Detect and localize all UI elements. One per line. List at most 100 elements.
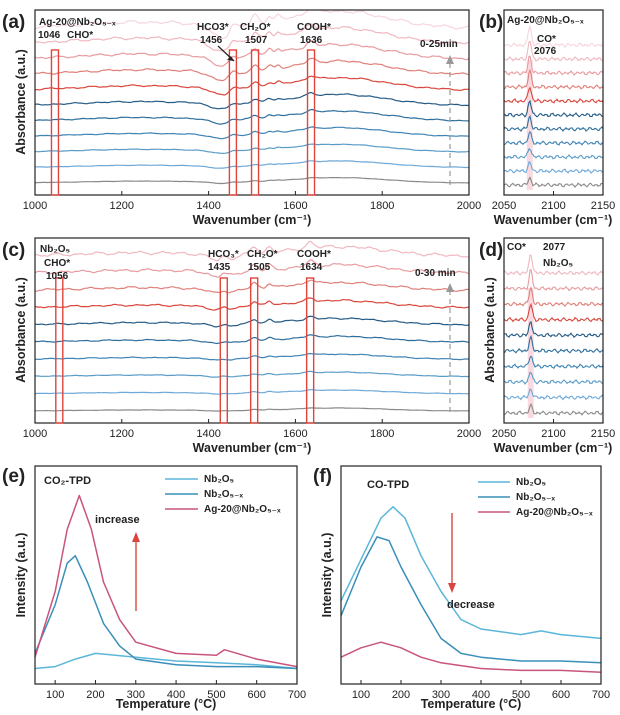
panel-d-co-label: CO* [507,242,526,253]
spectrum-line [35,279,469,294]
spectrum-line [504,176,603,189]
panel-e: 100 200 300 400 500 600 700 (e) CO₂-TPD increa… [2,465,306,711]
tpd-series-line [34,652,298,670]
x-tick-label: 2150 [591,200,615,212]
band-highlight-box [55,277,64,424]
panel-e-label: (e) [2,466,25,487]
x-tick-label: 700 [592,689,610,701]
x-tick-label: 1000 [23,428,47,440]
panel-c-hco3-wavenumber: 1435 [208,262,231,273]
spectrum-line [35,389,469,395]
spectrum-line [35,315,469,328]
panel-a-ch2o-wavenumber: 1507 [245,35,268,46]
panel-e-curves [34,494,298,670]
band-highlight-box [250,49,260,196]
spectrum-line [504,320,603,339]
panel-a-ylabel: Absorbance (a.u.) [14,49,28,155]
panel-d: 2050 2100 2150 (d) CO* 2077 Nb₂O₅ Absorban… [479,237,615,455]
panel-f-title: CO-TPD [367,479,409,491]
spectrum-line [504,388,603,401]
x-tick-label: 1600 [283,428,307,440]
panel-c-sample-label: Nb₂O₅ [40,244,71,255]
tpd-series-line [340,641,602,673]
panel-e-title: CO₂-TPD [44,475,91,487]
spectrum-line [504,147,603,160]
spectrum-line [504,402,603,416]
band-highlight-box [306,49,316,196]
panel-a-band-boxes [50,49,316,196]
x-tick-label: 700 [288,689,306,701]
spectrum-line [35,334,469,345]
x-tick-label: 1000 [23,200,47,212]
panel-f-legend-nb2o5: Nb₂O₅ [516,477,547,488]
panel-a-cooh-label: COOH* [297,22,331,33]
x-tick-label: 100 [46,689,64,701]
panel-a-ch2o-label: CH₂O* [240,22,271,33]
spectrum-line [504,40,603,62]
x-tick-label: 2150 [591,428,615,440]
x-tick-label: 2100 [541,200,565,212]
panel-d-ticks: 2050 2100 2150 [492,419,615,440]
panel-a-cho-label: CHO* [67,30,93,41]
x-tick-label: 2050 [492,200,516,212]
x-tick-label: 600 [552,689,570,701]
x-tick-label: 300 [432,689,450,701]
panel-f-legend: Nb₂O₅ Nb₂O₅₋ₓ Ag-20@Nb₂O₅₋ₓ [478,477,593,518]
panel-c-label: (c) [2,240,25,261]
panel-c-xlabel: Wavenumber (cm⁻¹) [193,441,312,455]
panel-b-label: (b) [479,12,503,33]
panel-e-legend-nb2o5: Nb₂O₅ [204,474,235,485]
spectrum-line [504,254,603,276]
x-tick-label: 2050 [492,428,516,440]
panel-d-sample-label: Nb₂O₅ [543,258,574,269]
panel-f-annotation: decrease [447,599,495,611]
panel-c-ylabel: Absorbance (a.u.) [14,277,28,383]
x-tick-label: 500 [512,689,530,701]
panel-a-sample-label: Ag-20@Nb₂O₅₋ₓ [39,17,116,28]
band-highlight-box [219,277,228,424]
x-tick-label: 200 [392,689,410,701]
panel-a-cooh-wavenumber: 1636 [300,35,323,46]
panel-f-curves [340,506,602,673]
spectrum-line [35,240,469,262]
panel-e-ticks: 100 200 300 400 500 600 700 [46,680,306,701]
x-tick-label: 200 [86,689,104,701]
x-tick-label: 2000 [457,428,481,440]
panel-e-legend-ag: Ag-20@Nb₂O₅₋ₓ [204,504,281,515]
panel-f-decrease-arrowhead [448,583,456,593]
x-tick-label: 1200 [110,200,134,212]
spectrum-line [504,268,603,292]
panel-b-ticks: 2050 2100 2150 [492,191,615,212]
panel-f-ticks: 100 200 300 400 500 600 700 [352,680,610,701]
panel-f-frame [340,465,602,685]
panel-f: 100 200 300 400 500 600 700 (f) CO-TPD decreas… [313,465,610,711]
band-highlight-box [249,277,259,424]
x-tick-label: 1600 [283,200,307,212]
spectrum-line [504,302,603,323]
panel-c: 1000 1200 1400 1600 1800 2000 (c) Nb₂O₅ CHO* … [2,237,481,455]
band-highlight-box [305,277,315,424]
panel-f-legend-nb2o5x: Nb₂O₅₋ₓ [516,492,555,503]
spectrum-line [35,10,469,39]
tpd-series-line [34,554,298,670]
panel-f-label: (f) [313,466,332,487]
spectrum-line [504,161,603,174]
x-tick-label: 1200 [110,428,134,440]
panel-c-spectra [35,240,469,412]
spectrum-line [35,297,469,311]
panel-c-hco3-label: HCO₃* [208,249,239,260]
spectrum-line [504,99,603,118]
x-tick-label: 2000 [457,200,481,212]
spectrum-line [504,24,603,49]
panel-c-cooh-wavenumber: 1634 [300,262,323,273]
spectrum-line [35,370,469,378]
panel-e-increase-arrowhead [132,532,140,542]
panel-e-legend: Nb₂O₅ Nb₂O₅₋ₓ Ag-20@Nb₂O₅₋ₓ [165,474,281,515]
panel-a-hco3-label: HCO3* [197,22,229,33]
panel-b-co-label: CO* [537,34,556,45]
panel-d-ylabel: Absorbance (a.u.) [483,277,497,383]
x-tick-label: 500 [207,689,225,701]
x-tick-label: 1400 [196,200,220,212]
tpd-series-line [340,536,602,664]
